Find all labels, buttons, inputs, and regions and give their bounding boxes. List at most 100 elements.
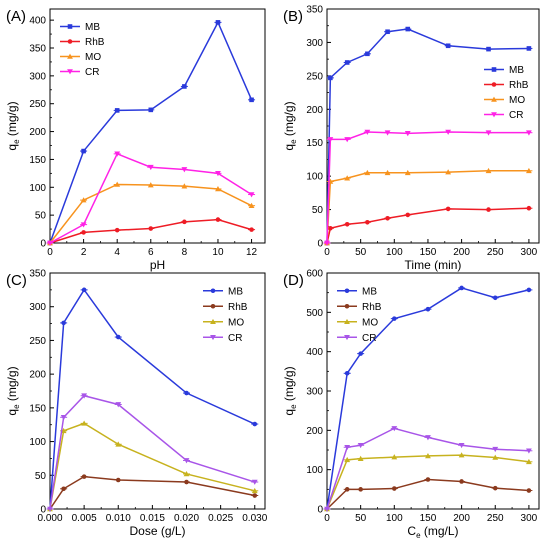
data-point <box>61 320 66 326</box>
data-point <box>492 295 498 301</box>
data-point <box>61 486 66 492</box>
data-point <box>492 454 499 460</box>
data-point <box>458 442 465 449</box>
panel-label: (A) <box>6 8 26 25</box>
x-tick-label: 200 <box>453 247 470 258</box>
legend: MB RhB MO CR <box>484 65 529 121</box>
y-tick-label: 350 <box>29 44 46 55</box>
data-point <box>425 306 431 312</box>
x-tick-label: 0 <box>324 513 330 524</box>
series-mb <box>323 285 533 512</box>
panel-label: (C) <box>6 272 27 289</box>
legend: MB RhB MO CR <box>60 22 105 78</box>
data-point <box>181 167 188 173</box>
data-point <box>252 493 258 498</box>
y-tick-label: 100 <box>29 183 46 194</box>
series-line <box>326 170 529 244</box>
x-tick-label: 0.010 <box>106 513 131 524</box>
data-point <box>391 454 398 460</box>
series-mo <box>323 452 533 512</box>
x-tick-label: 250 <box>487 247 504 258</box>
legend-label: RhB <box>509 80 529 91</box>
plot-frame <box>326 272 540 510</box>
y-tick-label: 0 <box>40 239 46 250</box>
series-cr <box>323 426 533 512</box>
legend: MB RhB MO CR <box>203 286 248 344</box>
x-tick-label: 6 <box>148 247 154 258</box>
x-tick-label: 150 <box>420 247 437 258</box>
legend-marker <box>67 24 73 29</box>
y-tick-label: 150 <box>29 403 46 414</box>
y-axis-label: qe (mg/g) <box>282 101 298 150</box>
data-point <box>492 485 498 491</box>
series-cr <box>46 393 259 512</box>
data-point <box>328 75 333 81</box>
legend-marker <box>491 67 497 72</box>
data-point <box>182 219 187 225</box>
legend: MB RhB MO CR <box>337 286 382 344</box>
data-point <box>344 60 350 65</box>
y-tick-label: 200 <box>306 426 323 437</box>
chart-panel-2: 0 50 100 150 200 250 300 0 50 100 150 200 250 300 350 T… <box>282 5 540 272</box>
legend-marker <box>67 69 73 75</box>
y-tick-label: 500 <box>306 308 323 319</box>
x-axis-label: Time (min) <box>405 258 462 272</box>
data-point <box>384 169 391 176</box>
legend-label: MO <box>509 95 525 106</box>
y-tick-label: 400 <box>306 347 323 358</box>
x-tick-label: 100 <box>386 513 403 524</box>
series-cr <box>323 129 533 246</box>
data-point <box>358 351 363 356</box>
x-tick-label: 2 <box>81 247 87 258</box>
y-axis-label: qe (mg/g) <box>282 366 298 415</box>
data-point <box>364 169 371 176</box>
y-tick-label: 0 <box>317 239 323 250</box>
series-line <box>49 20 253 244</box>
data-point <box>526 205 532 211</box>
data-point <box>324 506 330 512</box>
legend-label: MB <box>228 286 243 297</box>
x-tick-label: 150 <box>420 513 437 524</box>
y-tick-label: 200 <box>29 370 46 381</box>
x-tick-label: 0 <box>324 247 330 258</box>
data-point <box>184 479 189 485</box>
legend-marker <box>344 288 350 294</box>
legend-label: CR <box>362 333 376 344</box>
y-tick-label: 150 <box>29 155 46 166</box>
data-point <box>365 219 370 225</box>
y-tick-label: 200 <box>306 105 323 116</box>
data-point <box>183 458 190 464</box>
data-point <box>80 197 87 203</box>
series-mb <box>46 287 259 512</box>
data-point <box>81 287 87 293</box>
data-point <box>327 137 334 143</box>
data-point <box>344 487 350 492</box>
data-point <box>115 334 121 340</box>
series-line <box>326 287 530 510</box>
y-tick-label: 50 <box>312 205 324 216</box>
data-point <box>252 421 258 427</box>
legend-marker <box>491 112 497 118</box>
data-point <box>215 20 221 25</box>
x-tick-label: 50 <box>355 247 367 258</box>
x-tick-label: 50 <box>355 513 367 524</box>
data-point <box>405 26 411 32</box>
data-point <box>81 474 87 479</box>
data-point <box>344 175 351 181</box>
x-tick-label: 8 <box>182 247 188 258</box>
legend-marker <box>344 318 350 325</box>
data-point <box>47 240 53 246</box>
y-tick-label: 350 <box>29 269 46 280</box>
series-line <box>49 475 255 510</box>
legend-label: CR <box>228 333 242 344</box>
data-point <box>344 137 351 143</box>
legend-label: RhB <box>362 302 382 313</box>
y-tick-label: 100 <box>306 465 323 476</box>
series-mo <box>46 181 256 246</box>
y-tick-label: 0 <box>317 505 323 516</box>
plot-frame <box>49 8 266 244</box>
y-tick-label: 50 <box>35 211 47 222</box>
data-point <box>115 441 122 447</box>
data-point <box>404 131 411 137</box>
data-point <box>147 182 154 188</box>
